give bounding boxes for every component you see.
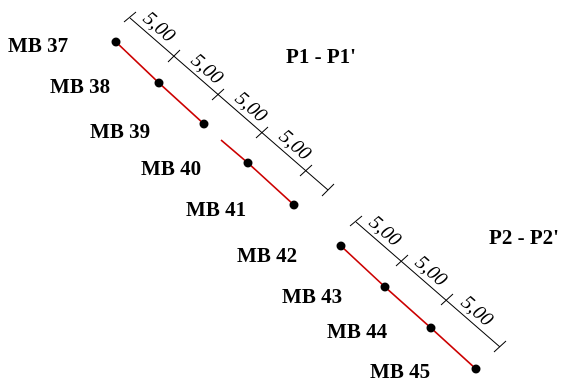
point-label: MB 37	[8, 33, 68, 57]
profile-title: P1 - P1'	[286, 44, 356, 68]
point-label: MB 41	[186, 197, 246, 221]
profile-p2: MB 42 MB 43 MB 44 MB 45 5,00 5,00 5,00 P…	[237, 211, 559, 383]
point-label: MB 39	[90, 119, 150, 143]
profile-line-segment	[247, 162, 295, 206]
point-label: MB 45	[370, 359, 430, 383]
survey-point-marker	[289, 200, 299, 210]
survey-point-marker	[426, 323, 436, 333]
survey-point-marker	[199, 119, 209, 129]
point-label: MB 40	[141, 156, 201, 180]
survey-point-marker	[243, 158, 253, 168]
profile-line-segment	[430, 327, 477, 370]
point-label: MB 42	[237, 243, 297, 267]
profile-p1: MB 37 MB 38 MB 39 MB 40 MB 41 5,00 5,00 …	[8, 7, 356, 221]
dimension-value: 5,00	[365, 211, 406, 251]
profile-line-segment	[115, 41, 160, 84]
survey-point-marker	[471, 364, 481, 374]
survey-point-marker	[154, 78, 164, 88]
survey-point-marker	[111, 37, 121, 47]
point-label: MB 44	[327, 319, 388, 343]
profile-line-segment	[340, 245, 386, 288]
dimension-value: 5,00	[231, 87, 272, 127]
dimension-value: 5,00	[411, 251, 452, 291]
point-label: MB 43	[282, 284, 342, 308]
profile-line-segment	[220, 139, 249, 164]
survey-point-marker	[336, 241, 346, 251]
survey-point-marker	[380, 282, 390, 292]
dimension-value: 5,00	[187, 49, 228, 89]
dimension-value: 5,00	[457, 291, 498, 331]
dimension-line	[123, 11, 335, 197]
dimension-value: 5,00	[275, 125, 316, 165]
profile-title: P2 - P2'	[489, 225, 559, 249]
dimension-line	[349, 215, 507, 353]
profile-line-segment	[384, 286, 432, 329]
point-label: MB 38	[50, 74, 110, 98]
dimension-value: 5,00	[139, 7, 180, 47]
profile-line-segment	[158, 82, 205, 125]
